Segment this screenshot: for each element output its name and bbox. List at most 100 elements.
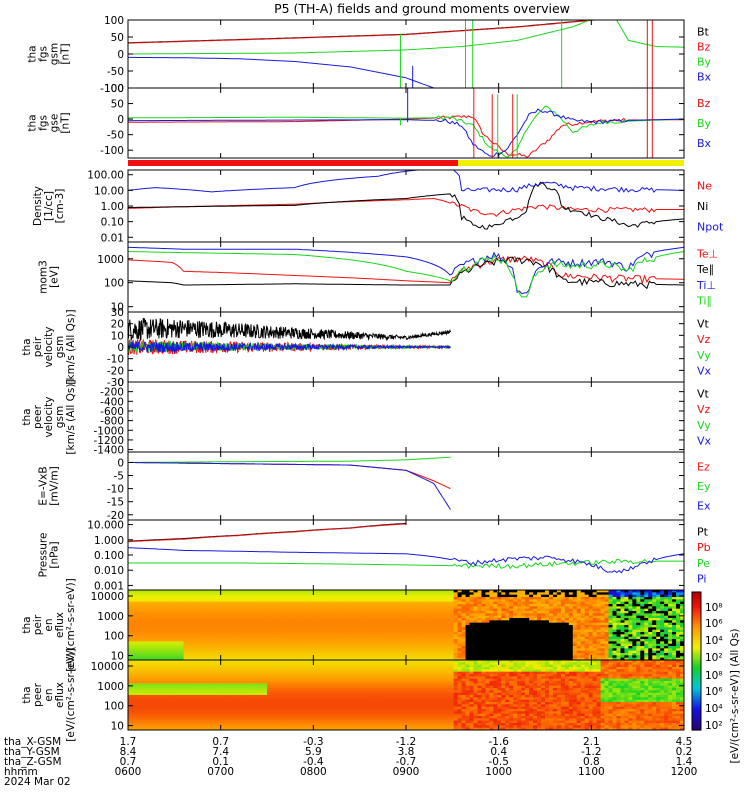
heatmap-cell — [441, 643, 447, 647]
heatmap-cell — [572, 599, 578, 603]
heatmap-cell — [481, 611, 487, 614]
heatmap-cell — [576, 636, 582, 640]
ytick-label: 0.100 — [94, 550, 124, 562]
heatmap-cell — [509, 620, 514, 624]
heatmap-cell — [588, 625, 594, 628]
heatmap-cell — [620, 639, 626, 642]
heatmap-cell — [183, 606, 189, 610]
heatmap-cell — [592, 597, 598, 600]
ytick-label: 1.000 — [94, 535, 124, 547]
heatmap-cell — [568, 627, 574, 631]
heatmap-cell — [270, 599, 276, 603]
heatmap-cell — [485, 629, 490, 633]
heatmap-cell — [139, 643, 145, 647]
heatmap-cell — [501, 599, 506, 603]
heatmap-cell — [580, 594, 586, 598]
heatmap-cell — [421, 618, 427, 621]
heatmap-cell — [314, 608, 320, 612]
heatmap-cell — [322, 639, 328, 642]
heatmap-cell — [386, 622, 391, 626]
heatmap-cell — [211, 613, 216, 617]
heatmap-cell — [596, 615, 602, 619]
heatmap-cell — [600, 604, 606, 607]
heatmap-cell — [592, 618, 598, 621]
heatmap-cell — [294, 618, 300, 621]
heatmap-cell — [409, 590, 415, 593]
heatmap-cell — [183, 657, 189, 660]
heatmap-cell — [497, 613, 502, 617]
heatmap-cell — [322, 653, 328, 656]
heatmap-cell — [175, 662, 181, 666]
heatmap-cell — [604, 643, 610, 647]
heatmap-cell — [322, 636, 328, 640]
heatmap-cell — [211, 634, 216, 638]
heatmap-cell — [263, 657, 268, 660]
heatmap-cell — [513, 606, 518, 610]
heatmap-cell — [584, 627, 590, 631]
heatmap-cell — [342, 643, 348, 647]
heatmap-cell — [545, 655, 550, 659]
heatmap-cell — [656, 643, 661, 647]
heatmap-cell — [616, 611, 622, 614]
heatmap-cell — [362, 597, 367, 600]
heatmap-cell — [545, 653, 550, 656]
heatmap-cell — [382, 632, 387, 635]
heatmap-cell — [525, 629, 530, 633]
heatmap-cell — [652, 606, 657, 610]
heatmap-cell — [195, 632, 201, 635]
heatmap-cell — [370, 641, 375, 645]
heatmap-cell — [239, 590, 244, 593]
heatmap-cell — [541, 608, 546, 612]
heatmap-cell — [151, 643, 157, 647]
heatmap-cell — [147, 683, 153, 687]
y-axis-label: eflux — [54, 612, 66, 638]
heatmap-cell — [167, 702, 173, 705]
plot-area — [128, 170, 684, 230]
heatmap-cell — [366, 611, 371, 614]
heatmap-cell — [139, 718, 145, 722]
heatmap-cell — [453, 590, 459, 593]
heatmap-cell — [394, 599, 399, 603]
heatmap-cell — [235, 590, 240, 593]
heatmap-cell — [457, 643, 463, 647]
heatmap-cell — [378, 627, 383, 631]
heatmap-cell — [517, 590, 522, 593]
heatmap-cell — [179, 606, 185, 610]
heatmap-cell — [191, 657, 197, 660]
heatmap-cell — [398, 629, 403, 633]
heatmap-cell — [624, 657, 629, 660]
heatmap-cell — [207, 639, 212, 642]
heatmap-cell — [370, 620, 375, 624]
heatmap-cell — [564, 620, 570, 624]
heatmap-cell — [421, 646, 427, 649]
heatmap-cell — [664, 606, 669, 610]
heatmap-cell — [672, 627, 677, 631]
heatmap-cell — [151, 702, 157, 705]
heatmap-cell — [445, 646, 451, 649]
heatmap-cell — [378, 597, 383, 600]
heatmap-cell — [199, 648, 205, 652]
heatmap-cell — [441, 606, 447, 610]
heatmap-cell — [263, 636, 268, 640]
heatmap-cell — [191, 636, 197, 640]
heatmap-cell — [580, 608, 586, 612]
heatmap-cell — [572, 590, 578, 593]
heatmap-cell — [513, 655, 518, 659]
heatmap-cell — [413, 604, 419, 607]
heatmap-cell — [394, 650, 399, 654]
heatmap-cell — [398, 655, 403, 659]
heatmap-cell — [155, 664, 161, 668]
heatmap-cell — [306, 627, 312, 631]
legend-Te∥: Te∥ — [696, 263, 714, 276]
heatmap-cell — [159, 723, 165, 726]
heatmap-cell — [680, 650, 684, 654]
heatmap-cell — [664, 601, 669, 605]
heatmap-cell — [648, 650, 653, 654]
heatmap-cell — [374, 599, 379, 603]
heatmap-cell — [207, 597, 212, 600]
heatmap-cell — [374, 601, 379, 605]
heatmap-cell — [505, 634, 510, 638]
heatmap-cell — [338, 599, 344, 603]
heatmap-cell — [151, 599, 157, 603]
heatmap-cell — [290, 634, 296, 638]
